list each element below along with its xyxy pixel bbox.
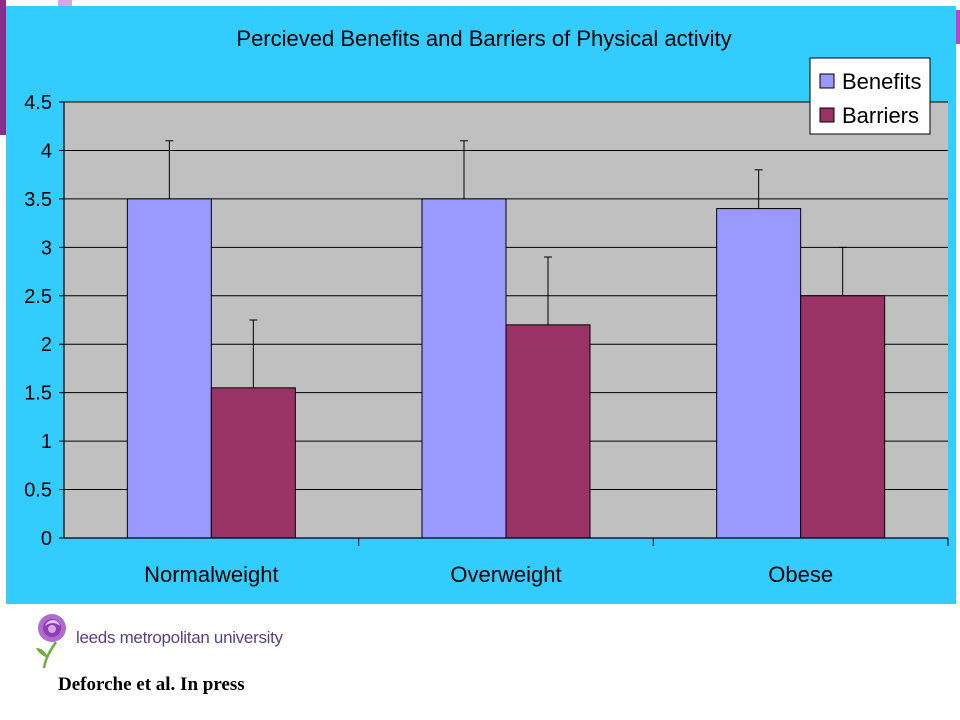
- y-tick-label: 1: [41, 431, 52, 453]
- bar-benefits-obese: [716, 208, 802, 539]
- y-tick-label: 0: [41, 528, 52, 550]
- rose-icon: [36, 614, 66, 669]
- x-tick-label: Normalweight: [144, 562, 279, 587]
- bar-benefits-normalweight: [126, 198, 212, 539]
- bar-benefits-overweight: [421, 198, 507, 539]
- legend-label-benefits: Benefits: [842, 69, 922, 94]
- y-tick-label: 4.5: [24, 92, 52, 114]
- y-tick-label: 0.5: [24, 480, 52, 502]
- bars: [126, 140, 886, 539]
- bar-barriers-obese: [800, 295, 886, 539]
- y-tick-label: 2.5: [24, 286, 52, 308]
- legend-swatch-benefits: [819, 73, 835, 89]
- x-tick-label: Overweight: [450, 562, 561, 587]
- y-tick-label: 3.5: [24, 189, 52, 211]
- y-tick-label: 4: [41, 140, 52, 162]
- university-logo: [36, 614, 66, 669]
- y-tick-label: 1.5: [24, 383, 52, 405]
- chart-panel: Percieved Benefits and Barriers of Physi…: [6, 6, 956, 604]
- legend-label-barriers: Barriers: [842, 103, 919, 128]
- x-tick-label: Obese: [768, 562, 833, 587]
- chart-title: Percieved Benefits and Barriers of Physi…: [236, 26, 731, 51]
- citation: Deforche et al. In press: [58, 674, 245, 695]
- slide-accent-bar: [0, 0, 6, 135]
- legend: Benefits Barriers: [809, 57, 931, 135]
- legend-swatch-barriers: [819, 107, 835, 123]
- y-tick-label: 3: [41, 237, 52, 259]
- university-logo-text: leeds metropolitan university: [76, 628, 283, 647]
- bar-chart: Percieved Benefits and Barriers of Physi…: [24, 26, 949, 587]
- axes: 0 0.5 1 1.5 2 2.5 3 3.5 4 4.5 Normalweight Overweig…: [24, 92, 949, 587]
- bar-barriers-overweight: [505, 324, 591, 539]
- y-tick-label: 2: [41, 334, 52, 356]
- bar-barriers-normalweight: [210, 387, 296, 539]
